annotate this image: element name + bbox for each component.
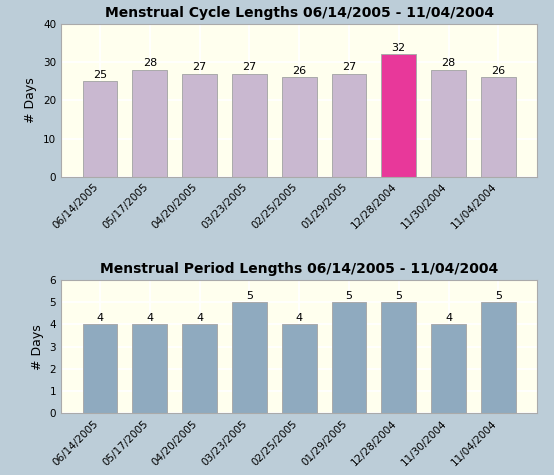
Bar bbox=[381, 302, 416, 413]
Bar bbox=[282, 324, 316, 413]
Text: 4: 4 bbox=[96, 314, 104, 323]
Text: 5: 5 bbox=[495, 291, 502, 301]
Text: 25: 25 bbox=[93, 70, 107, 80]
Text: 5: 5 bbox=[395, 291, 402, 301]
Bar bbox=[381, 55, 416, 177]
Title: Menstrual Cycle Lengths 06/14/2005 - 11/04/2004: Menstrual Cycle Lengths 06/14/2005 - 11/… bbox=[105, 6, 494, 20]
Text: 26: 26 bbox=[491, 66, 505, 76]
Text: 4: 4 bbox=[196, 314, 203, 323]
Bar bbox=[132, 70, 167, 177]
Bar bbox=[331, 302, 366, 413]
Text: 27: 27 bbox=[192, 62, 207, 72]
Text: 5: 5 bbox=[246, 291, 253, 301]
Title: Menstrual Period Lengths 06/14/2005 - 11/04/2004: Menstrual Period Lengths 06/14/2005 - 11… bbox=[100, 262, 498, 276]
Bar bbox=[232, 74, 267, 177]
Text: 27: 27 bbox=[342, 62, 356, 72]
Bar bbox=[182, 324, 217, 413]
Text: 28: 28 bbox=[442, 58, 455, 68]
Text: 5: 5 bbox=[346, 291, 352, 301]
Text: 27: 27 bbox=[242, 62, 257, 72]
Text: 4: 4 bbox=[296, 314, 302, 323]
Text: 28: 28 bbox=[143, 58, 157, 68]
Bar bbox=[83, 81, 117, 177]
Bar bbox=[232, 302, 267, 413]
Bar bbox=[481, 302, 516, 413]
Text: 32: 32 bbox=[392, 43, 406, 53]
Bar bbox=[282, 77, 316, 177]
Y-axis label: # Days: # Days bbox=[31, 324, 44, 370]
Bar bbox=[331, 74, 366, 177]
Text: 4: 4 bbox=[146, 314, 153, 323]
Bar bbox=[481, 77, 516, 177]
Bar bbox=[132, 324, 167, 413]
Bar bbox=[83, 324, 117, 413]
Y-axis label: # Days: # Days bbox=[24, 77, 38, 123]
Text: 4: 4 bbox=[445, 314, 452, 323]
Bar bbox=[431, 70, 466, 177]
Bar bbox=[431, 324, 466, 413]
Text: 26: 26 bbox=[292, 66, 306, 76]
Bar bbox=[182, 74, 217, 177]
